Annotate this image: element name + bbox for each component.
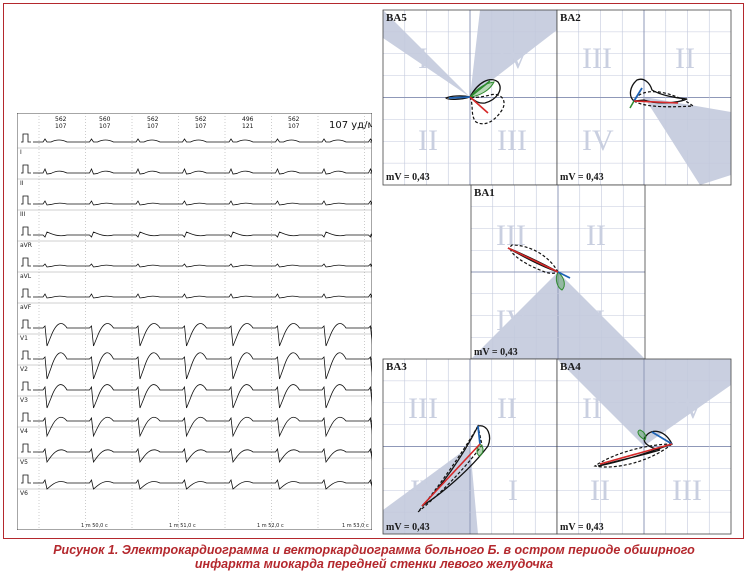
- quadrant-label: IV: [672, 392, 704, 425]
- lead-label: V3: [20, 397, 28, 404]
- caption-line-1: Рисунок 1. Электрокардиограмма и векторк…: [53, 543, 695, 557]
- ecg-lead-avl: aVL: [17, 257, 372, 280]
- quadrant-label: III: [497, 124, 527, 157]
- panel-title-ba5: BA5: [386, 12, 407, 24]
- panel-mv-ba3: mV = 0,43: [386, 522, 430, 533]
- vcg-panel-ba3: III II IV I BA3 mV = 0,43: [382, 358, 558, 535]
- panel-title-ba4: BA4: [560, 361, 581, 373]
- lead-label: V2: [20, 366, 28, 373]
- ecg-interval-header: 562 107 560 107 562 107 562 107 496 121 …: [55, 116, 372, 131]
- quadrant-label: II: [497, 392, 517, 425]
- quadrant-label: II: [590, 474, 610, 507]
- interval-bottom-1: 107: [55, 123, 67, 130]
- lead-label: II: [20, 180, 24, 187]
- ecg-lead-avr: aVR: [17, 226, 372, 249]
- quadrant-label: I: [418, 42, 428, 75]
- ecg-lead-i: I: [17, 133, 372, 156]
- ecg-lead-v4: V4: [17, 412, 372, 438]
- ecg-time-marks: 1 m 50,0 c 1 m 51,0 c 1 m 52,0 c 1 m 53,…: [81, 523, 369, 529]
- panel-mv-ba1: mV = 0,43: [474, 347, 518, 358]
- interval-top-6: 562: [288, 116, 300, 123]
- ecg-lead-v3: V3: [17, 381, 372, 409]
- quadrant-label: IV: [496, 304, 528, 337]
- ecg-lead-v1: V1: [17, 319, 372, 347]
- panel-title-ba3: BA3: [386, 361, 407, 373]
- interval-top-2: 560: [99, 116, 111, 123]
- ecg-lead-v5: V5: [17, 443, 372, 466]
- quadrant-label: I: [595, 304, 605, 337]
- vcg-figure: I IV II III BA5 mV = 0,43 III II IV I: [382, 9, 732, 535]
- quadrant-label: I: [682, 124, 692, 157]
- interval-bottom-4: 107: [195, 123, 207, 130]
- quadrant-label: II: [582, 392, 602, 425]
- quadrant-label: I: [508, 474, 518, 507]
- interval-top-4: 562: [195, 116, 207, 123]
- panel-title-ba2: BA2: [560, 12, 581, 24]
- time-mark-1: 1 m 50,0 c: [81, 523, 108, 529]
- vcg-panel-ba1: III II IV I BA1 mV = 0,43: [470, 184, 646, 360]
- lead-label: aVF: [20, 304, 32, 311]
- panel-mv-ba4: mV = 0,43: [560, 522, 604, 533]
- interval-top-1: 562: [55, 116, 67, 123]
- quadrant-label: III: [408, 392, 438, 425]
- lead-label: V5: [20, 459, 28, 466]
- interval-top-3: 562: [147, 116, 159, 123]
- heart-rate-label: 107 уд/м: [329, 120, 372, 131]
- figure-frame: [3, 3, 744, 539]
- quadrant-label: IV: [582, 124, 614, 157]
- panel-mv-ba5: mV = 0,43: [386, 172, 430, 183]
- panel-title-ba1: BA1: [474, 187, 495, 199]
- quadrant-label: III: [582, 42, 612, 75]
- lead-label: V4: [20, 428, 28, 435]
- ecg-lead-ii: II: [17, 164, 372, 187]
- quadrant-label: III: [672, 474, 702, 507]
- quadrant-label: II: [586, 219, 606, 252]
- caption-line-2: инфаркта миокарда передней стенки левого…: [194, 557, 554, 571]
- quadrant-label: II: [675, 42, 695, 75]
- interval-bottom-5: 121: [242, 123, 254, 130]
- figure-caption: Рисунок 1. Электрокардиограмма и векторк…: [0, 543, 748, 571]
- time-mark-2: 1 m 51,0 c: [169, 523, 196, 529]
- ecg-lead-v2: V2: [17, 350, 372, 380]
- time-mark-4: 1 m 53,0 c: [342, 523, 369, 529]
- ecg-lead-avf: aVF: [17, 288, 372, 311]
- lead-label: V6: [20, 490, 28, 497]
- interval-bottom-3: 107: [147, 123, 159, 130]
- vcg-panel-ba2: III II IV I BA2 mV = 0,43: [556, 9, 732, 186]
- ecg-grid: [38, 113, 365, 530]
- time-mark-3: 1 m 52,0 c: [257, 523, 284, 529]
- quadrant-label: III: [496, 219, 526, 252]
- interval-top-5: 496: [242, 116, 254, 123]
- interval-bottom-6: 107: [288, 123, 300, 130]
- lead-label: I: [20, 149, 22, 156]
- panel-mv-ba2: mV = 0,43: [560, 172, 604, 183]
- lead-label: V1: [20, 335, 28, 342]
- lead-label: aVR: [20, 242, 32, 249]
- lead-label: aVL: [20, 273, 32, 280]
- lead-label: III: [20, 211, 26, 218]
- ecg-chart: 562 107 560 107 562 107 562 107 496 121 …: [17, 113, 372, 530]
- quadrant-label: IV: [497, 42, 529, 75]
- vcg-panel-ba5: I IV II III BA5 mV = 0,43: [382, 9, 558, 186]
- ecg-lead-iii: III: [17, 195, 372, 218]
- interval-bottom-2: 107: [99, 123, 111, 130]
- quadrant-label: II: [418, 124, 438, 157]
- ecg-lead-v6: V6: [17, 474, 372, 497]
- vcg-panel-ba4: II IV II III BA4 mV = 0,43: [556, 358, 732, 535]
